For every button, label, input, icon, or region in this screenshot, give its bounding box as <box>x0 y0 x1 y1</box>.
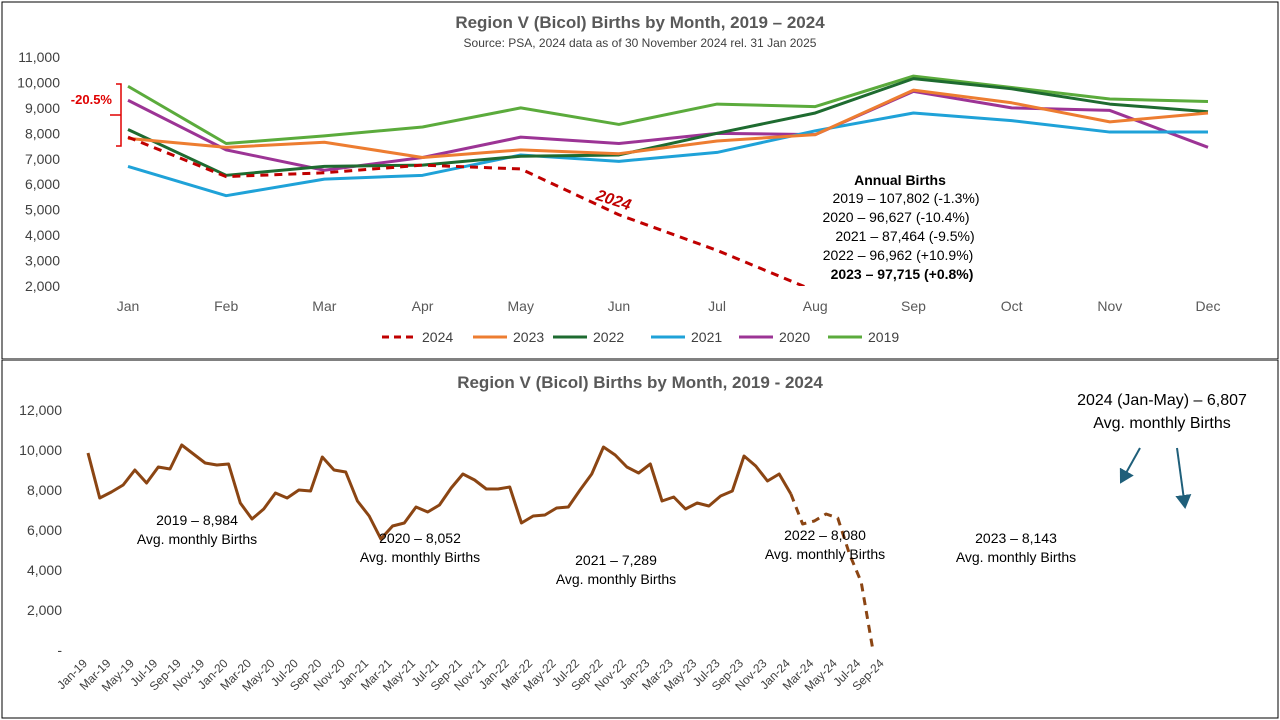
annual-births-line: 2020 – 96,627 (-10.4%) <box>822 209 969 225</box>
series-line-2024 <box>127 135 807 286</box>
avg-label-title: 2022 – 8,080 <box>784 527 866 543</box>
y-tick-label: 12,000 <box>19 402 62 418</box>
y-tick-label: 3,000 <box>25 253 60 269</box>
chart-frame <box>1 1 1279 360</box>
y-tick-label: 7,000 <box>25 151 60 167</box>
births-line-2024 <box>789 493 875 651</box>
y-tick-label: 10,000 <box>19 442 62 458</box>
avg-label-subtitle: Avg. monthly Births <box>556 571 676 587</box>
x-tick-label: Mar <box>312 298 336 314</box>
avg-label-title: 2020 – 8,052 <box>379 530 461 546</box>
y-tick-label: 6,000 <box>25 176 60 192</box>
y-tick-label: 2,000 <box>25 278 60 294</box>
x-tick-label: Jul <box>708 298 726 314</box>
x-tick-label: Nov <box>1097 298 1122 314</box>
legend-label-2024: 2024 <box>422 329 453 345</box>
callout-subtitle: Avg. monthly Births <box>1093 415 1231 432</box>
avg-label-subtitle: Avg. monthly Births <box>956 549 1076 565</box>
legend-label-2019: 2019 <box>868 329 899 345</box>
chart-subtitle: Source: PSA, 2024 data as of 30 November… <box>464 36 817 50</box>
y-tick-label: 6,000 <box>27 522 62 538</box>
chart-title: Region V (Bicol) Births by Month, 2019 -… <box>457 373 823 392</box>
callout-arrow-left <box>1119 447 1141 484</box>
series-line-2021 <box>127 111 1208 198</box>
x-tick-label: Aug <box>803 298 828 314</box>
x-tick-label: Sep <box>901 298 926 314</box>
y-tick-label: 9,000 <box>25 100 60 116</box>
y-tick-label: 4,000 <box>25 227 60 243</box>
x-tick-label: Dec <box>1196 298 1221 314</box>
x-tick-label: Jun <box>608 298 631 314</box>
annual-births-line: 2021 – 87,464 (-9.5%) <box>835 228 974 244</box>
avg-label-subtitle: Avg. monthly Births <box>360 549 480 565</box>
y-tick-label: 4,000 <box>27 562 62 578</box>
series-line-2019 <box>127 74 1209 146</box>
x-tick-label: Jan <box>117 298 140 314</box>
x-tick-label: Feb <box>214 298 238 314</box>
series-line-2023 <box>127 88 1209 160</box>
annual-births-title: Annual Births <box>854 172 946 188</box>
avg-label-subtitle: Avg. monthly Births <box>765 546 885 562</box>
y-tick-label: 8,000 <box>27 482 62 498</box>
annual-births-line: 2022 – 96,962 (+10.9%) <box>823 247 974 263</box>
chart-frame <box>1 360 1279 719</box>
legend-label-2022: 2022 <box>593 329 624 345</box>
legend-label-2023: 2023 <box>513 329 544 345</box>
avg-label-title: 2023 – 8,143 <box>975 530 1057 546</box>
annual-births-line: 2019 – 107,802 (-1.3%) <box>832 190 979 206</box>
drop-percent-label: -20.5% <box>71 92 113 107</box>
y-tick-label: 2,000 <box>27 602 62 618</box>
series-line-2022 <box>127 77 1209 177</box>
x-tick-label: Apr <box>412 298 434 314</box>
callout-arrow-right <box>1175 447 1192 509</box>
y-tick-label: 5,000 <box>25 202 60 218</box>
x-tick-label: Oct <box>1001 298 1023 314</box>
births-timeseries-chart: Region V (Bicol) Births by Month, 2019 -… <box>1 360 1279 719</box>
avg-label-title: 2021 – 7,289 <box>575 552 657 568</box>
avg-label-title: 2019 – 8,984 <box>156 512 238 528</box>
x-tick-label: May <box>508 298 534 314</box>
y-tick-label: 8,000 <box>25 125 60 141</box>
avg-label-subtitle: Avg. monthly Births <box>137 531 257 547</box>
y-tick-label: 10,000 <box>17 74 60 90</box>
y-tick-label: - <box>57 642 62 658</box>
legend-label-2021: 2021 <box>691 329 722 345</box>
monthly-births-by-year-chart: Region V (Bicol) Births by Month, 2019 –… <box>1 1 1279 360</box>
chart-title: Region V (Bicol) Births by Month, 2019 –… <box>455 13 825 32</box>
births-line-2019-2023 <box>86 443 793 541</box>
legend-label-2020: 2020 <box>779 329 810 345</box>
y-tick-label: 11,000 <box>18 49 60 65</box>
callout-title: 2024 (Jan-May) – 6,807 <box>1077 392 1247 409</box>
annual-births-line: 2023 – 97,715 (+0.8%) <box>831 266 974 282</box>
